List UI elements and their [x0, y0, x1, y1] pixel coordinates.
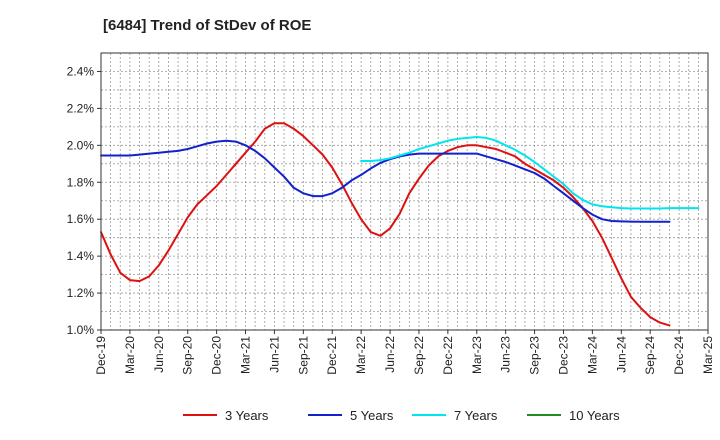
- legend-label-10-years: 10 Years: [569, 408, 620, 423]
- chart-title: [6484] Trend of StDev of ROE: [103, 17, 312, 34]
- x-tick-label: Jun-21: [267, 336, 281, 373]
- series-line-5-years: [100, 139, 671, 223]
- x-tick-label: Dec-20: [210, 336, 224, 375]
- series-line-7-years: [360, 136, 700, 210]
- x-tick-label: Mar-21: [239, 336, 253, 374]
- axes: 1.0% 1.2% 1.4% 1.6% 1.8% 2.0% 2.2% 2.4% Dec-19 Ma…: [67, 52, 715, 375]
- x-tick-label: Jun-20: [152, 336, 166, 373]
- legend-label-5-years: 5 Years: [350, 408, 394, 423]
- legend-label-7-years: 7 Years: [454, 408, 498, 423]
- x-tick-label: Mar-20: [123, 336, 137, 374]
- x-tick-label: Sep-22: [412, 336, 426, 375]
- x-tick-label: Sep-24: [643, 336, 657, 375]
- y-tick-label: 2.2%: [67, 101, 95, 115]
- legend: 3 Years 5 Years 7 Years 10 Years: [183, 408, 620, 423]
- y-tick-label: 1.6%: [67, 212, 95, 226]
- y-tick-label: 1.8%: [67, 175, 95, 189]
- x-tick-label: Sep-21: [296, 336, 310, 375]
- series-layer: [100, 122, 700, 327]
- legend-label-3-years: 3 Years: [225, 408, 269, 423]
- plot-background: [101, 53, 708, 330]
- y-tick-label: 1.2%: [67, 286, 95, 300]
- x-tick-label: Mar-24: [585, 336, 599, 374]
- x-tick-label: Dec-22: [441, 336, 455, 375]
- x-tick-label: Dec-19: [94, 336, 108, 375]
- y-tick-label: 1.0%: [67, 323, 95, 337]
- x-tick-label: Dec-23: [556, 336, 570, 375]
- x-tick-label: Sep-23: [528, 336, 542, 375]
- x-tick-label: Jun-23: [499, 336, 513, 373]
- x-tick-label: Jun-22: [383, 336, 397, 373]
- series-line-3-years: [100, 122, 671, 327]
- plot-frame: [100, 52, 709, 331]
- x-tick-label: Mar-22: [354, 336, 368, 374]
- y-tick-label: 2.4%: [67, 64, 95, 78]
- x-tick-label: Mar-23: [470, 336, 484, 374]
- x-tick-label: Mar-25: [701, 336, 715, 374]
- x-tick-label: Jun-24: [614, 336, 628, 373]
- plot-area: [101, 53, 708, 330]
- x-tick-label: Dec-21: [325, 336, 339, 375]
- y-tick-label: 2.0%: [67, 138, 95, 152]
- x-tick-label: Sep-20: [181, 336, 195, 375]
- y-tick-label: 1.4%: [67, 249, 95, 263]
- x-tick-label: Dec-24: [672, 336, 686, 375]
